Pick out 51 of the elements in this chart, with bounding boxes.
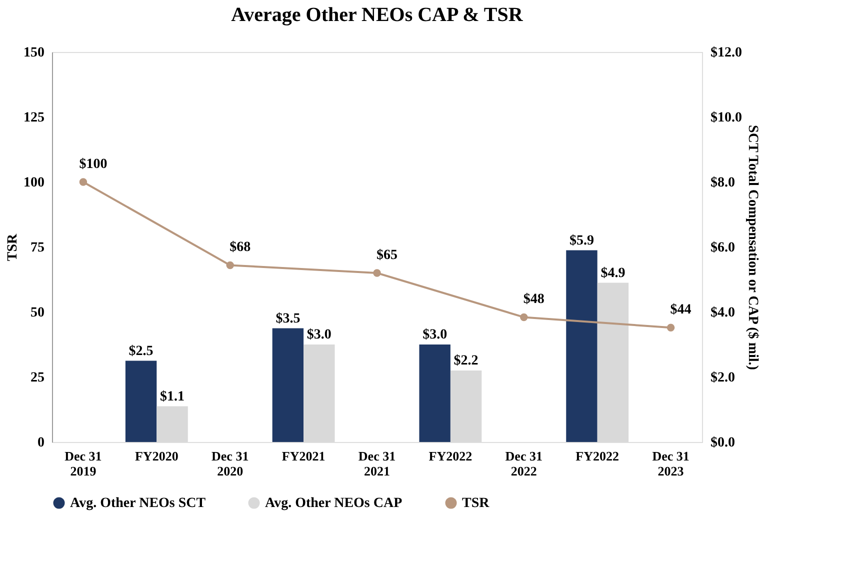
bar xyxy=(566,250,598,442)
bar xyxy=(419,344,450,442)
y2-axis-title: SCT Total Compensation or CAP ($ mil.) xyxy=(745,125,760,370)
y-tick-label: 50 xyxy=(30,306,44,320)
x-tick-label: FY2020 xyxy=(134,448,178,464)
legend-label: Avg. Other NEOs CAP xyxy=(265,496,403,511)
data-label: $48 xyxy=(523,292,544,308)
y2-tick-label: $6.0 xyxy=(710,240,735,256)
data-label: $2.2 xyxy=(454,354,478,368)
point xyxy=(79,178,88,186)
data-label: $1.1 xyxy=(160,389,185,404)
y2-tick-label: $2.0 xyxy=(710,370,735,386)
y-tick-label: 25 xyxy=(30,370,44,386)
y2-tick-label: $4.0 xyxy=(710,306,735,320)
point xyxy=(666,324,675,332)
y-tick-label: 125 xyxy=(24,110,44,126)
data-label: $100 xyxy=(79,157,108,172)
data-label: $3.0 xyxy=(422,328,448,342)
y-tick-label: 150 xyxy=(24,46,44,60)
x-tick-label: FY2021 xyxy=(282,448,326,464)
chart-title: Average Other NEOs CAP & TSR xyxy=(231,4,524,26)
y2-tick-label: $10.0 xyxy=(710,110,742,126)
data-label: $44 xyxy=(670,302,692,318)
x-tick-label: Dec 31 2019 xyxy=(64,448,102,478)
data-label: $68 xyxy=(230,240,251,256)
x-tick-label: Dec 31 2020 xyxy=(212,448,249,478)
y-tick-label: 100 xyxy=(24,176,44,190)
legend-label: Avg. Other NEOs SCT xyxy=(70,496,206,511)
x-tick-label: FY2022 xyxy=(576,448,620,464)
data-label: $4.9 xyxy=(600,266,626,281)
data-label: $2.5 xyxy=(128,344,154,359)
point xyxy=(520,313,528,322)
y-tick-label: 0 xyxy=(38,436,44,450)
point xyxy=(226,261,234,270)
data-label: $5.9 xyxy=(569,233,594,248)
point xyxy=(373,269,381,277)
x-tick-label: Dec 31 2023 xyxy=(652,448,690,478)
y-axis-title: TSR xyxy=(6,232,20,262)
data-label: $3.0 xyxy=(306,328,332,342)
data-label: $65 xyxy=(376,248,398,263)
bar xyxy=(272,328,304,442)
legend-label: TSR xyxy=(462,496,490,511)
y2-tick-label: $8.0 xyxy=(710,176,735,190)
y2-tick-label: $12.0 xyxy=(710,46,742,60)
y2-tick-label: $0.0 xyxy=(710,436,735,450)
data-label: $3.5 xyxy=(276,311,300,326)
x-tick-label: Dec 31 2021 xyxy=(358,448,396,478)
bar xyxy=(125,360,157,442)
y-tick-label: 75 xyxy=(30,240,44,256)
x-tick-label: FY2022 xyxy=(428,448,472,464)
x-tick-label: Dec 31 2022 xyxy=(505,448,542,478)
